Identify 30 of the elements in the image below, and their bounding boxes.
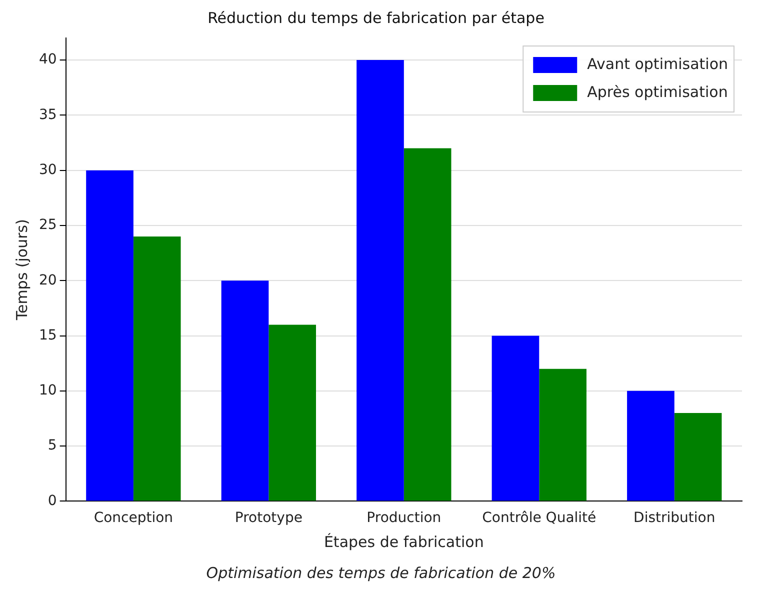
y-tick-label: 10	[38, 382, 57, 399]
bar	[539, 368, 586, 501]
y-tick-label: 5	[48, 438, 57, 454]
bar	[492, 336, 540, 501]
bar	[268, 324, 316, 501]
x-tick-label: Contrôle Qualité	[482, 510, 596, 526]
x-tick-label: Distribution	[634, 510, 716, 526]
bar	[133, 236, 181, 501]
y-tick-label: 20	[38, 272, 57, 288]
legend-label: Avant optimisation	[587, 54, 728, 73]
x-tick-label: Production	[366, 510, 442, 526]
x-axis-title: Étapes de fabrication	[324, 532, 484, 551]
y-tick-label: 35	[38, 106, 57, 123]
y-tick-label: 15	[38, 327, 57, 344]
y-tick-label: 40	[38, 52, 57, 68]
text: Optimisation des temps de fabrication de 20%	[205, 564, 557, 582]
y-tick-label: 0	[48, 492, 57, 509]
bar	[86, 170, 134, 501]
y-tick-label: 25	[38, 217, 57, 234]
legend-label: Après optimisation	[587, 82, 728, 101]
y-axis-title: Temps (jours)	[12, 219, 31, 322]
bar	[356, 60, 404, 501]
bar	[221, 280, 269, 501]
x-tick-label: Conception	[94, 510, 174, 526]
y-tick-label: 30	[38, 162, 57, 178]
bar	[627, 390, 674, 501]
x-tick-label: Prototype	[234, 510, 302, 526]
bar	[674, 412, 722, 501]
chart-title: Réduction du temps de fabrication par étape	[208, 8, 544, 27]
bar	[404, 148, 452, 501]
